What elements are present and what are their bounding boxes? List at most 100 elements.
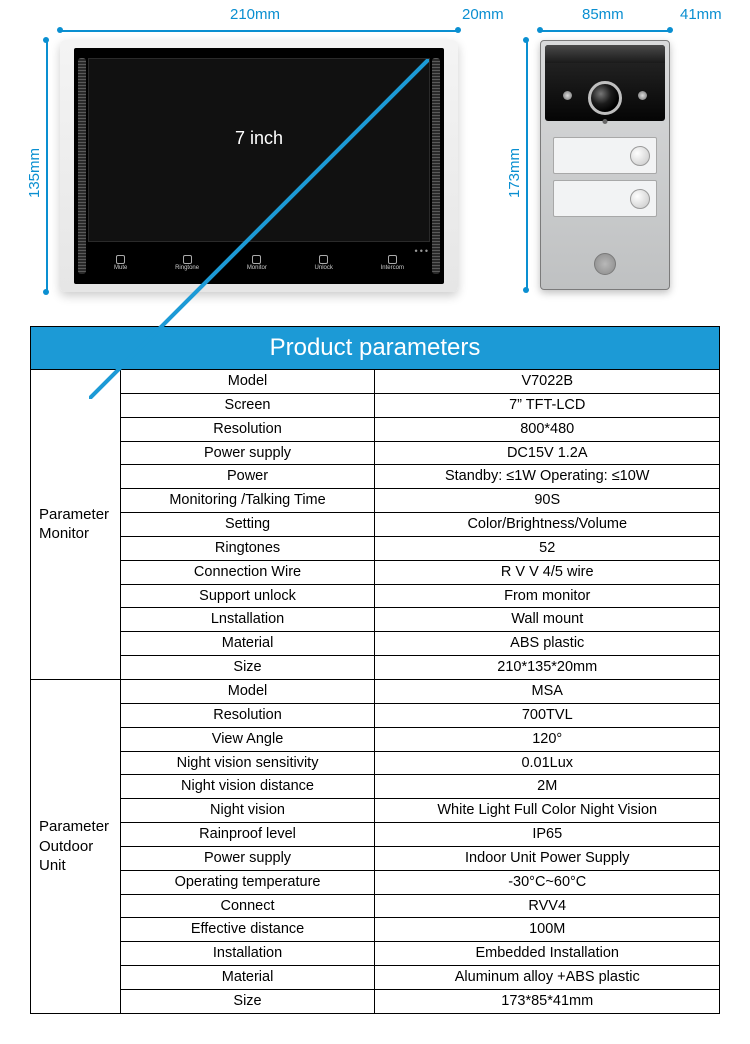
param-name: Setting xyxy=(120,513,375,537)
param-value: From monitor xyxy=(375,584,720,608)
param-value: ABS plastic xyxy=(375,632,720,656)
param-name: Model xyxy=(120,679,375,703)
param-value: Indoor Unit Power Supply xyxy=(375,846,720,870)
table-row: Power supplyIndoor Unit Power Supply xyxy=(31,846,720,870)
table-row: Size210*135*20mm xyxy=(31,656,720,680)
table-row: SettingColor/Brightness/Volume xyxy=(31,513,720,537)
indicator-dots-icon: ••• xyxy=(415,246,430,256)
param-name: Rainproof level xyxy=(120,823,375,847)
ir-led-icon xyxy=(563,91,572,100)
table-row: Support unlockFrom monitor xyxy=(31,584,720,608)
param-value: Standby: ≤1W Operating: ≤10W xyxy=(375,465,720,489)
parameters-table-wrap: Product parameters Parameter MonitorMode… xyxy=(0,326,750,1044)
param-value: 100M xyxy=(375,918,720,942)
param-value: White Light Full Color Night Vision xyxy=(375,799,720,823)
table-row: View Angle120° xyxy=(31,727,720,751)
param-value: Aluminum alloy +ABS plastic xyxy=(375,966,720,990)
param-value: RVV4 xyxy=(375,894,720,918)
param-name: Connection Wire xyxy=(120,560,375,584)
ir-led-icon xyxy=(638,91,647,100)
param-value: IP65 xyxy=(375,823,720,847)
section-label: Parameter Outdoor Unit xyxy=(31,679,121,1013)
diagonal-line-icon xyxy=(89,59,429,399)
outdoor-unit-figure: 85mm 41mm 173mm xyxy=(490,8,720,308)
param-name: Lnstallation xyxy=(120,608,375,632)
table-row: Resolution700TVL xyxy=(31,703,720,727)
outdoor-body xyxy=(540,40,670,290)
param-value: 173*85*41mm xyxy=(375,989,720,1013)
param-name: Monitoring /Talking Time xyxy=(120,489,375,513)
monitor-screen: 7 inch xyxy=(88,58,430,242)
param-value: 90S xyxy=(375,489,720,513)
param-value: 210*135*20mm xyxy=(375,656,720,680)
parameters-table: Product parameters Parameter MonitorMode… xyxy=(30,326,720,1014)
page-root: 210mm 20mm 135mm 7 inch xyxy=(0,0,750,1044)
param-name: Power xyxy=(120,465,375,489)
table-row: MaterialABS plastic xyxy=(31,632,720,656)
param-name: Effective distance xyxy=(120,918,375,942)
param-name: Resolution xyxy=(120,417,375,441)
dim-outdoor-depth: 41mm xyxy=(680,6,722,23)
param-value: 700TVL xyxy=(375,703,720,727)
param-name: Resolution xyxy=(120,703,375,727)
monitor-figure: 210mm 20mm 135mm 7 inch xyxy=(20,8,470,308)
param-value: R V V 4/5 wire xyxy=(375,560,720,584)
section-label: Parameter Monitor xyxy=(31,370,121,680)
param-value: 0.01Lux xyxy=(375,751,720,775)
table-row: Rainproof levelIP65 xyxy=(31,823,720,847)
table-row: LnstallationWall mount xyxy=(31,608,720,632)
param-name: Power supply xyxy=(120,441,375,465)
dim-outdoor-width: 85mm xyxy=(582,6,624,23)
table-row: Monitoring /Talking Time90S xyxy=(31,489,720,513)
param-name: Ringtones xyxy=(120,536,375,560)
screen-size-label: 7 inch xyxy=(89,128,429,149)
monitor-buttons: Mute Ringtone Monitor Unlock Intercom xyxy=(114,250,404,276)
param-value: MSA xyxy=(375,679,720,703)
table-row: Night vision sensitivity0.01Lux xyxy=(31,751,720,775)
param-name: Night vision sensitivity xyxy=(120,751,375,775)
param-name: Power supply xyxy=(120,846,375,870)
param-name: Support unlock xyxy=(120,584,375,608)
table-row: ConnectRVV4 xyxy=(31,894,720,918)
table-row: Parameter Outdoor UnitModelMSA xyxy=(31,679,720,703)
table-row: Size173*85*41mm xyxy=(31,989,720,1013)
param-value: Color/Brightness/Volume xyxy=(375,513,720,537)
param-name: Material xyxy=(120,966,375,990)
dim-outdoor-height: 173mm xyxy=(506,148,523,198)
table-row: Connection WireR V V 4/5 wire xyxy=(31,560,720,584)
doorbell-button xyxy=(553,180,657,217)
param-value: 2M xyxy=(375,775,720,799)
table-row: Resolution800*480 xyxy=(31,417,720,441)
param-value: 120° xyxy=(375,727,720,751)
table-row: PowerStandby: ≤1W Operating: ≤10W xyxy=(31,465,720,489)
param-value: -30°C~60°C xyxy=(375,870,720,894)
table-row: Effective distance100M xyxy=(31,918,720,942)
table-row: Ringtones52 xyxy=(31,536,720,560)
table-row: Power supplyDC15V 1.2A xyxy=(31,441,720,465)
param-value: Wall mount xyxy=(375,608,720,632)
table-row: Operating temperature-30°C~60°C xyxy=(31,870,720,894)
table-row: Night vision distance2M xyxy=(31,775,720,799)
table-row: InstallationEmbedded Installation xyxy=(31,942,720,966)
param-name: Installation xyxy=(120,942,375,966)
param-name: Size xyxy=(120,656,375,680)
param-value: DC15V 1.2A xyxy=(375,441,720,465)
param-value: 800*480 xyxy=(375,417,720,441)
param-name: Night vision distance xyxy=(120,775,375,799)
camera-lens-icon xyxy=(588,81,622,115)
param-value: Embedded Installation xyxy=(375,942,720,966)
doorbell-button xyxy=(553,137,657,174)
param-name: Connect xyxy=(120,894,375,918)
product-images-area: 210mm 20mm 135mm 7 inch xyxy=(0,0,750,326)
param-name: Size xyxy=(120,989,375,1013)
param-name: Material xyxy=(120,632,375,656)
monitor-body: 7 inch ••• Mute Ringtone Monitor Unlock … xyxy=(60,40,458,292)
dim-monitor-width: 210mm xyxy=(230,6,280,23)
mic-icon xyxy=(603,119,608,124)
param-name: Night vision xyxy=(120,799,375,823)
param-name: Operating temperature xyxy=(120,870,375,894)
speaker-icon xyxy=(594,253,616,275)
dim-monitor-height: 135mm xyxy=(26,148,43,198)
table-row: Night visionWhite Light Full Color Night… xyxy=(31,799,720,823)
param-name: View Angle xyxy=(120,727,375,751)
